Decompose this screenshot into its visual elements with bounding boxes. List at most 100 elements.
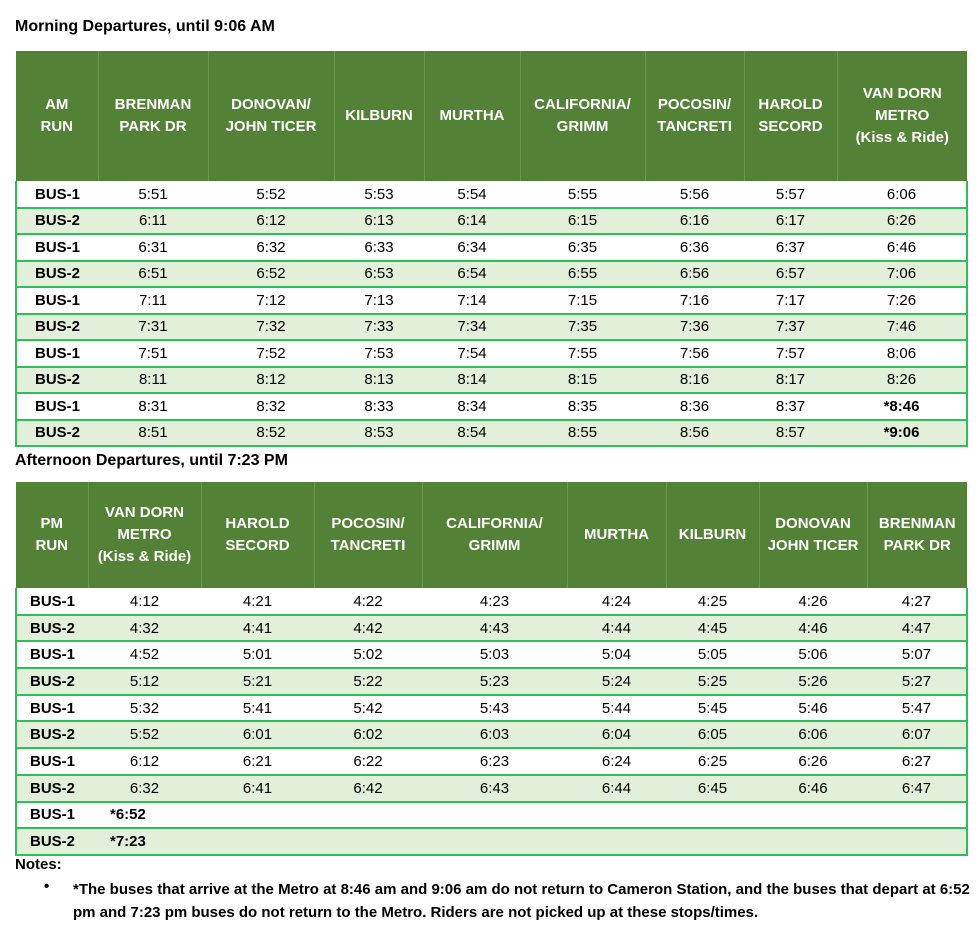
time-cell: 8:36 xyxy=(679,397,710,415)
time-cell: 7:32 xyxy=(208,313,334,340)
time-cell xyxy=(422,828,567,855)
time-cell: 6:07 xyxy=(867,721,967,749)
time-cell: 6:04 xyxy=(567,721,666,749)
run-cell: BUS-2 xyxy=(16,668,88,695)
run-cell: BUS-2 xyxy=(16,721,88,749)
run-cell: BUS-1 xyxy=(29,699,75,717)
table-row: BUS-1 5:51 5:52 5:53 5:54 5:55 5:56 5:57 6:06 xyxy=(16,181,967,208)
table-row: BUS-1 6:31 6:32 6:33 6:34 6:35 6:36 6:37 6:46 xyxy=(16,234,967,261)
run-cell: BUS-1 xyxy=(34,291,80,309)
pm-title: Afternoon Departures, until 7:23 PM xyxy=(15,452,288,469)
time-cell: 6:22 xyxy=(353,752,383,770)
time-cell: 6:16 xyxy=(645,207,744,234)
time-cell: 7:51 xyxy=(138,344,168,362)
time-cell: 5:45 xyxy=(697,699,728,717)
run-cell: BUS-2 xyxy=(16,828,88,855)
time-cell: 5:25 xyxy=(666,668,759,695)
time-cell: 5:53 xyxy=(364,185,394,203)
time-cell: 5:24 xyxy=(567,668,666,695)
run-cell: BUS-1 xyxy=(34,238,80,256)
time-cell xyxy=(567,802,666,829)
time-cell: 4:32 xyxy=(88,614,201,642)
run-cell: BUS-2 xyxy=(16,614,88,642)
notes-label: Notes: xyxy=(15,856,62,873)
time-cell: 7:06 xyxy=(837,260,967,287)
time-cell: 5:42 xyxy=(353,699,383,717)
table-row: BUS-2 5:52 6:01 6:02 6:03 6:04 6:05 6:06 6:07 xyxy=(15,720,968,750)
time-cell: 7:15 xyxy=(567,291,598,309)
time-cell: 4:45 xyxy=(666,614,759,642)
time-cell: 7:53 xyxy=(364,344,394,362)
column-header: KILBURN xyxy=(665,482,759,588)
column-header: MURTHA xyxy=(566,482,666,588)
time-cell: 4:52 xyxy=(129,646,160,664)
run-cell: BUS-2 xyxy=(16,419,98,446)
time-cell xyxy=(314,802,422,829)
time-cell: 6:06 xyxy=(886,185,917,203)
time-cell: 5:26 xyxy=(759,668,867,695)
run-cell: BUS-1 xyxy=(29,752,75,770)
time-cell: 6:33 xyxy=(364,238,394,256)
time-cell: *8:46 xyxy=(883,397,920,415)
column-header: AM RUN xyxy=(16,51,98,181)
table-row: BUS-1 *6:52 xyxy=(16,801,967,829)
run-cell: BUS-1 xyxy=(34,344,80,362)
time-cell: 7:17 xyxy=(775,291,806,309)
run-cell: BUS-2 xyxy=(16,366,98,393)
run-cell: BUS-2 xyxy=(16,313,98,340)
run-cell: BUS-1 xyxy=(29,646,75,664)
column-header: DONOVAN/JOHN TICER xyxy=(207,51,334,181)
time-cell: 8:15 xyxy=(520,366,645,393)
time-cell: 8:56 xyxy=(645,419,744,446)
time-cell: 4:25 xyxy=(697,592,728,610)
time-cell: 6:56 xyxy=(645,260,744,287)
time-cell: 6:36 xyxy=(679,238,710,256)
time-cell: 6:57 xyxy=(744,260,837,287)
time-cell: 5:32 xyxy=(129,699,160,717)
column-header: MURTHA xyxy=(423,51,520,181)
am-title: Morning Departures, until 9:06 AM xyxy=(15,18,275,35)
time-cell: 4:24 xyxy=(601,592,632,610)
time-cell: 6:54 xyxy=(424,260,520,287)
time-cell: 6:35 xyxy=(567,238,598,256)
time-cell: 4:27 xyxy=(901,592,932,610)
time-cell xyxy=(867,802,967,829)
run-cell: BUS-2 xyxy=(16,260,98,287)
time-cell: 8:32 xyxy=(256,397,286,415)
time-cell: 6:11 xyxy=(98,207,208,234)
time-cell: 5:06 xyxy=(798,646,828,664)
time-cell xyxy=(201,802,314,829)
column-header: KILBURN xyxy=(333,51,424,181)
time-cell: 7:13 xyxy=(364,291,394,309)
column-header: VAN DORN METRO (Kiss & Ride) xyxy=(836,51,967,181)
time-cell xyxy=(314,828,422,855)
time-cell: 4:47 xyxy=(867,614,967,642)
pm-schedule-table: PM RUN VAN DORN METRO (Kiss & Ride) HAROLD SEC… xyxy=(15,482,968,856)
time-cell: 6:24 xyxy=(601,752,632,770)
time-cell: 4:44 xyxy=(567,614,666,642)
time-cell: 8:11 xyxy=(98,366,208,393)
time-cell: 4:26 xyxy=(798,592,828,610)
time-cell: 7:33 xyxy=(334,313,424,340)
time-cell: 5:02 xyxy=(353,646,383,664)
time-cell: 7:57 xyxy=(775,344,806,362)
time-cell xyxy=(422,802,567,829)
time-cell: 6:27 xyxy=(901,752,932,770)
time-cell: 8:13 xyxy=(334,366,424,393)
time-cell: 6:14 xyxy=(424,207,520,234)
table-row: BUS-2 *7:23 xyxy=(15,827,968,856)
time-cell: 8:31 xyxy=(138,397,168,415)
time-cell: 6:37 xyxy=(775,238,806,256)
run-cell: BUS-1 xyxy=(29,592,75,610)
time-cell: 5:01 xyxy=(242,646,273,664)
time-cell xyxy=(666,828,759,855)
time-cell: 6:52 xyxy=(208,260,334,287)
time-cell: 8:16 xyxy=(645,366,744,393)
column-header: BRENMAN PARK DR xyxy=(866,482,967,588)
time-cell: 8:26 xyxy=(837,366,967,393)
time-cell: 7:11 xyxy=(138,291,168,309)
time-cell: 6:45 xyxy=(666,774,759,802)
time-cell: 6:26 xyxy=(798,752,828,770)
time-cell: 4:46 xyxy=(759,614,867,642)
column-header: BRENMAN PARK DR xyxy=(97,51,208,181)
